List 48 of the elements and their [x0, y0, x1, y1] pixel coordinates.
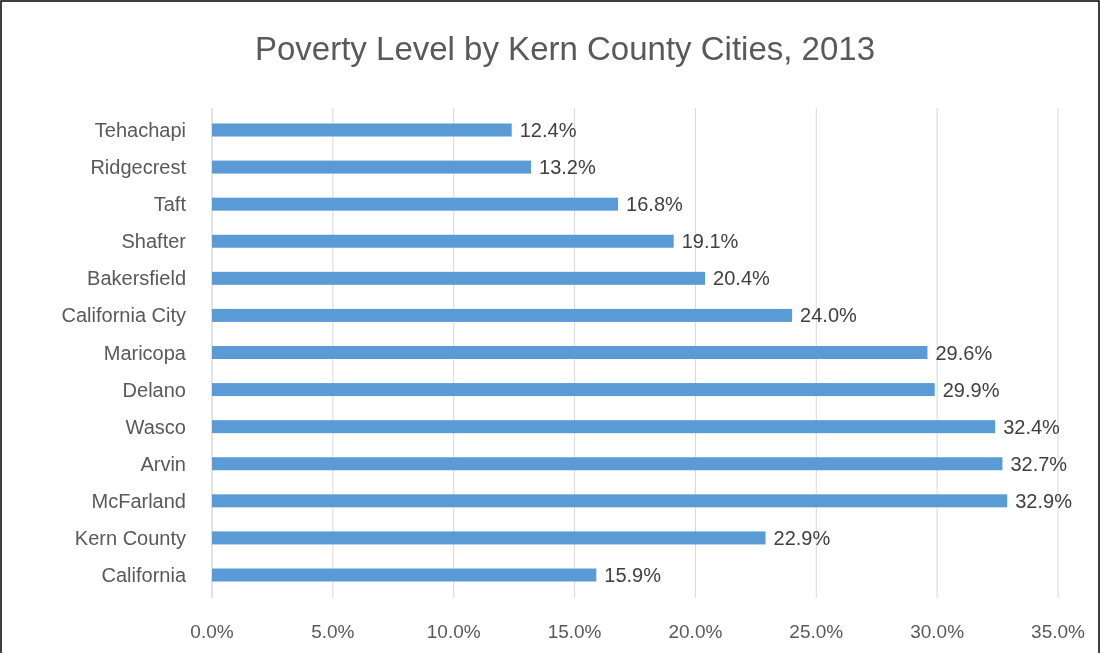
- x-tick-label: 5.0%: [311, 621, 355, 642]
- data-label: 20.4%: [713, 267, 771, 290]
- y-tick-label: Wasco: [125, 415, 186, 438]
- data-label: 16.8%: [626, 193, 684, 216]
- data-label: 32.9%: [1015, 489, 1073, 512]
- bar: [212, 123, 512, 137]
- bar: [212, 308, 793, 322]
- bar: [212, 457, 1003, 471]
- y-tick-label: Shafter: [121, 230, 187, 253]
- bar: [212, 531, 766, 545]
- y-tick-label: Arvin: [140, 452, 186, 475]
- y-tick-label: Maricopa: [103, 341, 187, 364]
- data-label: 29.9%: [942, 378, 1000, 401]
- y-tick-label: Taft: [153, 193, 187, 216]
- data-label: 29.6%: [935, 341, 993, 364]
- x-tick-label: 20.0%: [668, 621, 723, 642]
- y-tick-label: Delano: [122, 378, 186, 401]
- bar: [212, 234, 674, 248]
- bar: [212, 494, 1008, 508]
- x-tick-label: 15.0%: [547, 621, 602, 642]
- y-tick-label: Tehachapi: [94, 119, 186, 141]
- y-tick-label: Ridgecrest: [90, 156, 187, 179]
- bar: [212, 197, 619, 211]
- y-tick-label: McFarland: [91, 489, 186, 512]
- bar: [212, 346, 928, 359]
- x-tick-label: 25.0%: [789, 621, 844, 642]
- y-tick-label: Kern County: [74, 526, 186, 549]
- bar: [212, 568, 597, 582]
- data-label: 22.9%: [773, 526, 831, 549]
- data-label: 12.4%: [519, 119, 577, 141]
- bar: [212, 160, 532, 174]
- x-tick-label: 35.0%: [1031, 621, 1086, 642]
- data-label: 15.9%: [604, 564, 662, 586]
- y-tick-label: California City: [61, 304, 186, 327]
- data-label: 13.2%: [539, 156, 596, 179]
- y-tick-label: Bakersfield: [87, 267, 186, 290]
- x-tick-label: 30.0%: [910, 621, 965, 642]
- chart-title: Poverty Level by Kern County Cities, 2013: [255, 30, 875, 67]
- x-tick-label: 0.0%: [190, 621, 234, 642]
- bar: [212, 271, 706, 285]
- data-label: 19.1%: [681, 230, 739, 253]
- data-label: 32.4%: [1003, 415, 1061, 438]
- bar: [212, 383, 935, 397]
- data-label: 24.0%: [800, 304, 858, 327]
- y-tick-label: California: [101, 564, 187, 586]
- bar: [212, 420, 996, 434]
- data-label: 32.7%: [1010, 452, 1068, 475]
- x-tick-label: 10.0%: [426, 621, 481, 642]
